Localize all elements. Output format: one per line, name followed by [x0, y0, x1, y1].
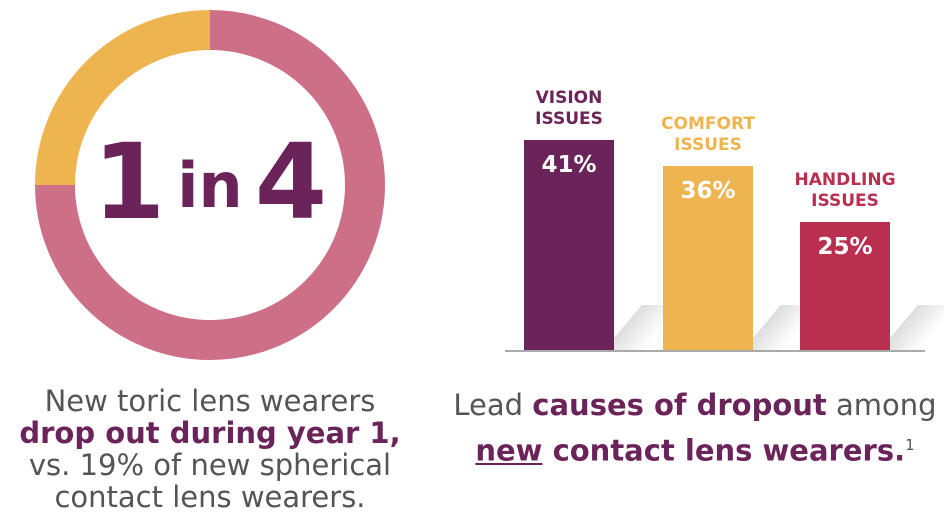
value-label: 41%	[541, 152, 597, 178]
caption-line: new contact lens wearers.1	[450, 425, 940, 471]
bar-caption: Lead causes of dropout among new contact…	[450, 385, 940, 471]
caption-line: vs. 19% of new spherical	[28, 448, 392, 482]
caption-part: among	[836, 388, 937, 422]
footnote-mark: 1	[905, 436, 915, 454]
center-label-part: in	[177, 149, 242, 222]
caption-part: new	[475, 433, 543, 468]
value-label: 25%	[817, 233, 873, 260]
center-label-part: 4	[255, 121, 327, 243]
donut-caption: New toric lens wearers drop out during y…	[10, 385, 410, 513]
donut-segment	[35, 10, 211, 186]
category-label: HANDLING ISSUES	[794, 169, 896, 211]
bar	[800, 221, 890, 350]
caption-line: contact lens wearers.	[54, 480, 366, 514]
caption-line: New toric lens wearers	[44, 384, 376, 418]
donut-segment	[35, 10, 385, 360]
caption-part: Lead	[453, 388, 524, 422]
bar	[663, 165, 753, 350]
caption-part: contact lens wearers.	[552, 433, 906, 468]
category-label: VISION ISSUES	[535, 88, 603, 129]
value-label: 36%	[680, 177, 736, 204]
caption-line: drop out during year 1,	[19, 416, 401, 450]
category-label: COMFORT ISSUES	[661, 113, 755, 155]
caption-part: causes of dropout	[532, 388, 827, 422]
donut-chart: 1 in 4	[35, 10, 385, 360]
caption-line: Lead causes of dropout among	[450, 385, 940, 425]
center-label: 1 in 4	[93, 121, 327, 243]
bar	[524, 140, 614, 350]
baseline	[505, 350, 925, 352]
center-label-part: 1	[93, 121, 165, 243]
